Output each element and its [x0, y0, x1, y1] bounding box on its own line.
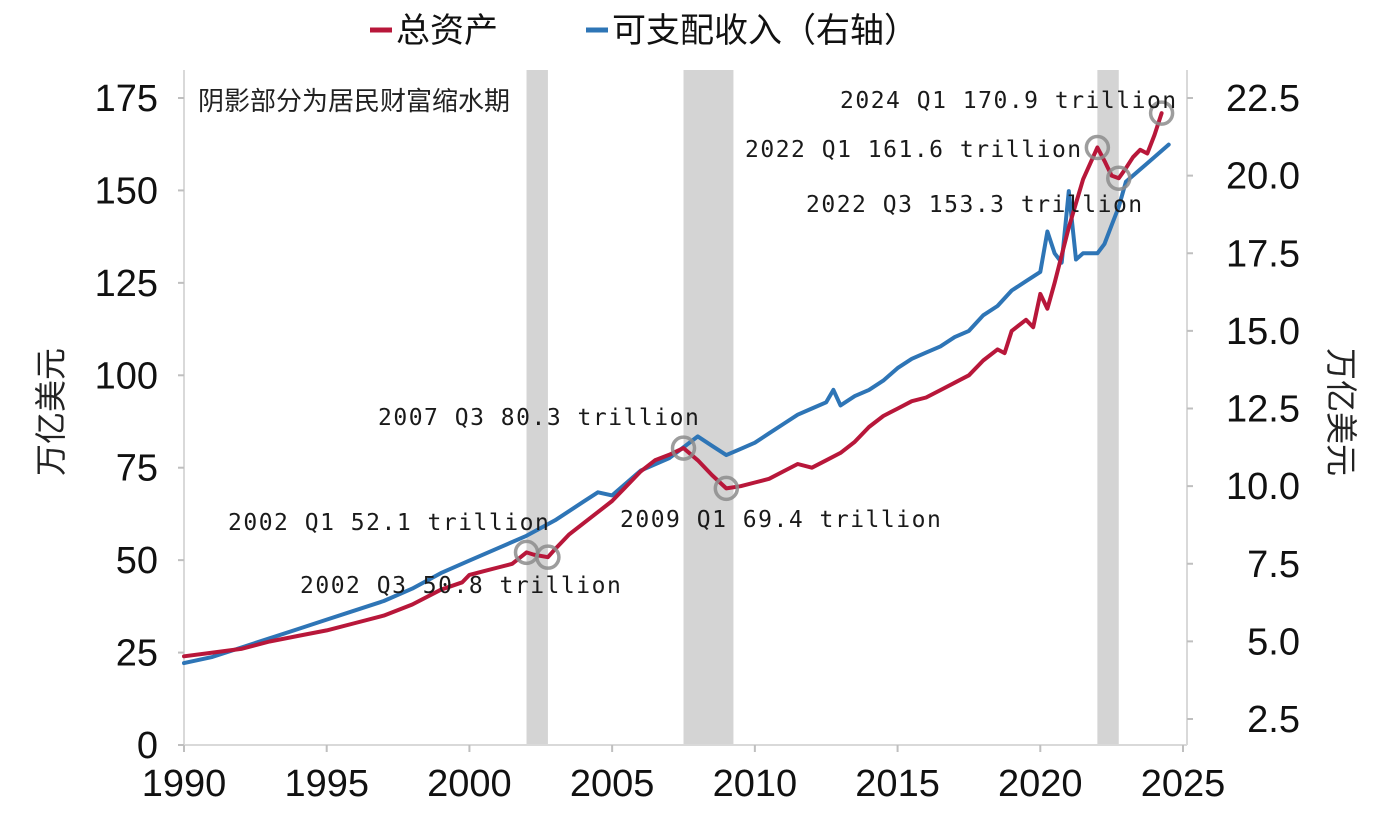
shading-note: 阴影部分为居民财富缩水期	[198, 87, 510, 117]
right-tick-label: 20.0	[1226, 156, 1300, 198]
shaded-period	[526, 70, 548, 745]
axes: 0 25 50 75 100 125 150 175 2.5 5.0 7.5 10.0 12.5 15.0…	[95, 70, 1300, 805]
x-tick-label: 1995	[284, 763, 369, 805]
right-tick-label: 22.5	[1226, 78, 1300, 120]
right-tick-label: 2.5	[1247, 699, 1300, 741]
annotation-label: 2002 Q1 52.1 trillion	[228, 510, 550, 536]
x-tick-label: 2025	[1141, 763, 1226, 805]
left-tick-label: 175	[95, 78, 158, 120]
left-tick-label: 150	[95, 170, 158, 212]
x-tick-label: 2000	[427, 763, 512, 805]
x-tick-label: 2015	[855, 763, 940, 805]
left-tick-label: 100	[95, 355, 158, 397]
right-tick-label: 10.0	[1226, 466, 1300, 508]
annotation-label: 2022 Q1 161.6 trillion	[745, 137, 1083, 163]
shaded-periods	[526, 70, 1119, 745]
x-tick-label: 1990	[142, 763, 227, 805]
series-line-total-assets	[182, 111, 1164, 659]
annotation-marker-circle	[713, 475, 740, 502]
annotation-label: 2024 Q1 170.9 trillion	[840, 88, 1178, 114]
legend: 总资产 可支配收入（右轴）	[370, 11, 918, 51]
right-tick-label: 15.0	[1226, 311, 1300, 353]
annotation-label: 2009 Q1 69.4 trillion	[620, 507, 942, 533]
right-tick-label: 17.5	[1226, 233, 1300, 275]
x-tick-label: 2005	[570, 763, 655, 805]
left-tick-label: 0	[137, 725, 158, 767]
annotation-label: 2022 Q3 153.3 trillion	[806, 192, 1144, 218]
annotation-marker-circle	[670, 435, 697, 461]
legend-label-income: 可支配收入（右轴）	[612, 11, 918, 51]
left-tick-label: 25	[116, 633, 158, 675]
left-tick-label: 75	[116, 448, 158, 490]
series-lines	[182, 111, 1171, 666]
annotation-marker-circle	[535, 544, 561, 570]
annotation-label: 2002 Q3 50.8 trillion	[300, 573, 622, 599]
x-tick-label: 2020	[998, 763, 1083, 805]
series-line-disposable-income	[182, 142, 1171, 666]
annotation-marker-circle	[1084, 134, 1111, 161]
annotation-label: 2007 Q3 80.3 trillion	[378, 405, 700, 431]
annotation-marker-circle	[1148, 100, 1175, 126]
right-tick-label: 5.0	[1247, 621, 1300, 663]
shaded-period	[1097, 70, 1119, 745]
right-tick-label: 7.5	[1247, 544, 1300, 586]
annotations: 2024 Q1 170.9 trillion 2022 Q1 161.6 tril…	[228, 88, 1178, 599]
shaded-period	[683, 70, 734, 745]
annotation-marker-circle	[1106, 165, 1132, 191]
left-tick-label: 50	[116, 540, 158, 582]
legend-label-assets: 总资产	[396, 11, 498, 51]
annotation-markers	[513, 100, 1175, 570]
left-axis-title: 万亿美元	[32, 348, 70, 476]
x-tick-label: 2010	[713, 763, 798, 805]
left-tick-label: 125	[95, 263, 158, 305]
right-tick-label: 12.5	[1226, 389, 1300, 431]
right-axis-title: 万亿美元	[1322, 348, 1360, 476]
